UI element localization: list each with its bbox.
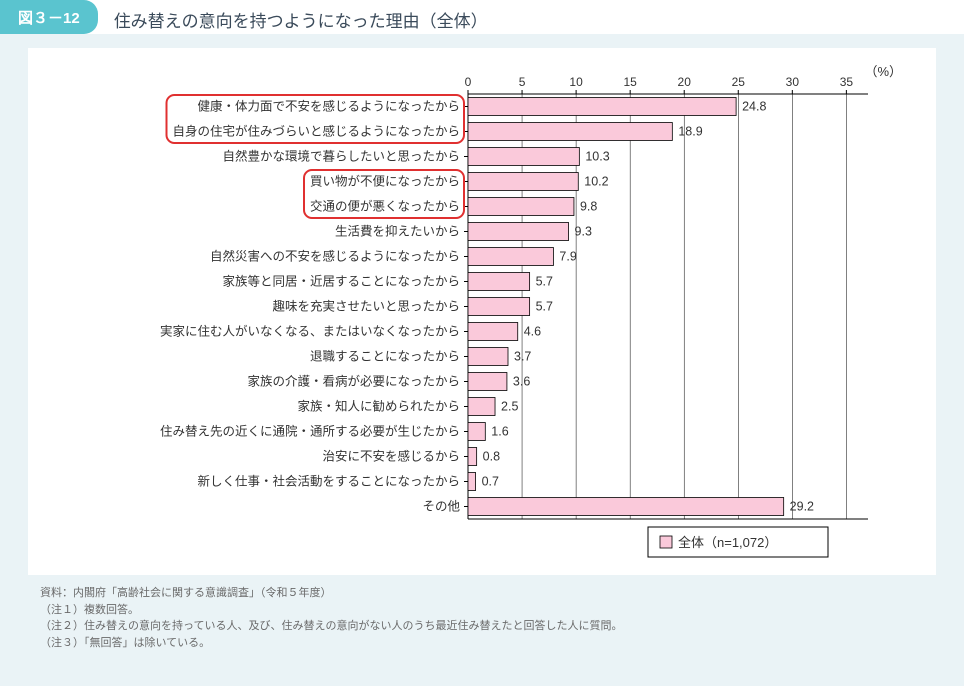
figure-header: 図３－12 住み替えの意向を持つようになった理由（全体）	[0, 0, 964, 34]
value-label: 5.7	[536, 275, 553, 289]
value-label: 24.8	[742, 100, 766, 114]
value-label: 9.8	[580, 200, 597, 214]
legend-marker	[660, 536, 672, 548]
value-label: 3.6	[513, 375, 530, 389]
value-label: 0.8	[483, 450, 500, 464]
category-label: 生活費を抑えたいから	[335, 224, 460, 239]
category-label: 買い物が不便になったから	[310, 174, 460, 189]
bar	[468, 423, 485, 441]
bar	[468, 223, 569, 241]
value-label: 5.7	[536, 300, 553, 314]
figure-title: 住み替えの意向を持つようになった理由（全体）	[98, 0, 488, 34]
bar	[468, 198, 574, 216]
value-label: 1.6	[491, 425, 508, 439]
footnote-3: （注３）「無回答」は除いている。	[40, 635, 964, 652]
category-label: 治安に不安を感じるから	[322, 449, 460, 464]
bar	[468, 98, 736, 116]
category-label: 家族の介護・看病が必要になったから	[247, 374, 460, 389]
figure-container: 図３－12 住み替えの意向を持つようになった理由（全体） （%） 0 5 10 15 20…	[0, 0, 964, 686]
value-label: 3.7	[514, 350, 531, 364]
footnotes: 資料：内閣府「高齢社会に関する意識調査」（令和５年度） （注１）複数回答。 （注…	[0, 575, 964, 651]
category-label: 健康・体力面で不安を感じるようになったから	[197, 99, 460, 114]
bar-chart: （%） 0 5 10 15 20 25 30 35 健康・体力面で不安を感じるようになったから 24…	[48, 60, 916, 563]
category-label: 実家に住む人がいなくなる、またはいなくなったから	[160, 324, 460, 339]
figure-number-badge: 図３－12	[0, 0, 98, 34]
value-label: 0.7	[482, 475, 499, 489]
category-label: 住み替え先の近くに通院・通所する必要が生じたから	[160, 424, 460, 439]
value-label: 10.3	[585, 150, 609, 164]
x-tick-label: 25	[732, 75, 746, 89]
legend-label: 全体（n=1,072）	[678, 535, 777, 550]
value-label: 9.3	[575, 225, 592, 239]
category-label: 家族等と同居・近居することになったから	[222, 274, 460, 289]
value-label: 10.2	[584, 175, 608, 189]
bar	[468, 123, 672, 141]
x-tick-label: 20	[678, 75, 692, 89]
x-tick-label: 5	[519, 75, 526, 89]
category-label: 退職することになったから	[310, 350, 460, 364]
bar	[468, 273, 530, 291]
bar	[468, 323, 518, 341]
x-tick-label: 35	[840, 75, 854, 89]
x-tick-label: 0	[465, 75, 472, 89]
chart-panel: （%） 0 5 10 15 20 25 30 35 健康・体力面で不安を感じるようになったから 24…	[28, 48, 936, 575]
category-label: その他	[422, 500, 460, 514]
bar	[468, 348, 508, 366]
x-tick-label: 30	[786, 75, 800, 89]
category-label: 自身の住宅が住みづらいと感じるようになったから	[172, 124, 460, 139]
category-label: 家族・知人に勧められたから	[297, 399, 460, 414]
x-tick-label: 10	[569, 75, 583, 89]
bar	[468, 498, 784, 516]
footnote-source: 資料：内閣府「高齢社会に関する意識調査」（令和５年度）	[40, 585, 964, 602]
bar	[468, 173, 578, 191]
footnote-2: （注２）住み替えの意向を持っている人、及び、住み替えの意向がない人のうち最近住み…	[40, 618, 964, 635]
category-label: 交通の便が悪くなったから	[310, 199, 460, 214]
bar	[468, 373, 507, 391]
bar	[468, 148, 579, 166]
value-label: 2.5	[501, 400, 518, 414]
value-label: 29.2	[790, 500, 814, 514]
category-label: 自然災害への不安を感じるようになったから	[210, 249, 460, 264]
bar	[468, 248, 553, 266]
value-label: 7.9	[559, 250, 576, 264]
value-label: 18.9	[678, 125, 702, 139]
footnote-1: （注１）複数回答。	[40, 602, 964, 619]
bar	[468, 398, 495, 416]
bar	[468, 298, 530, 316]
bar	[468, 473, 476, 491]
category-label: 趣味を充実させたいと思ったから	[272, 299, 460, 314]
category-label: 新しく仕事・社会活動をすることになったから	[197, 474, 460, 489]
value-label: 4.6	[524, 325, 541, 339]
bar	[468, 448, 477, 466]
category-label: 自然豊かな環境で暮らしたいと思ったから	[222, 149, 460, 164]
x-unit-label: （%）	[864, 64, 902, 79]
x-tick-label: 15	[623, 75, 637, 89]
